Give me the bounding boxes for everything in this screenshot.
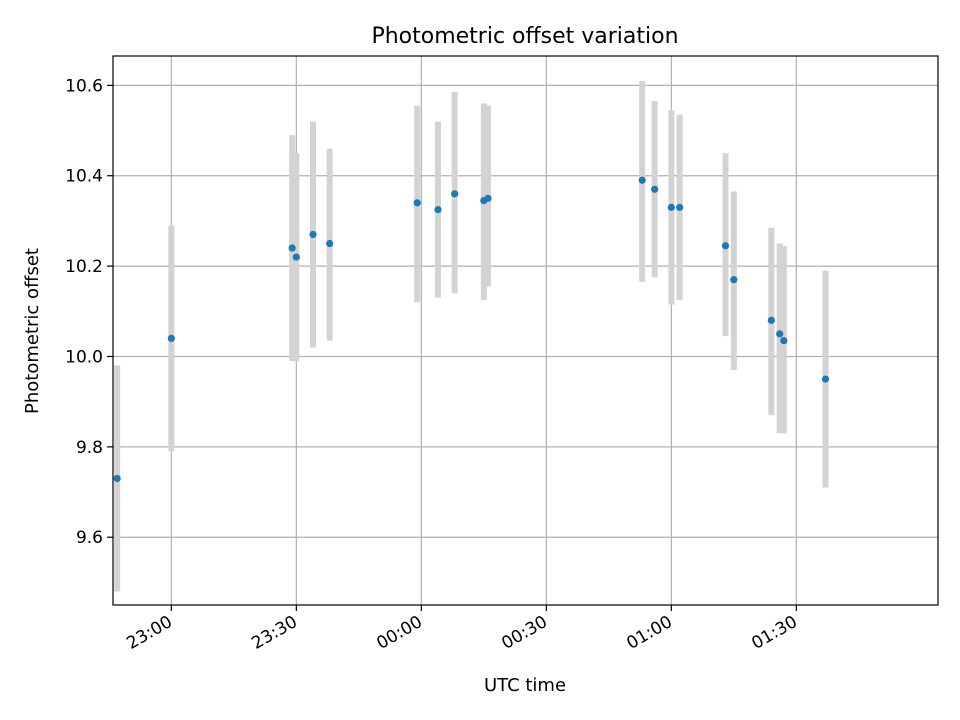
data-point [821, 375, 830, 383]
data-point [167, 334, 175, 343]
data-point [638, 176, 646, 184]
chart-title: Photometric offset variation [371, 24, 678, 49]
y-axis: 9.6 9.8 10.0 10.2 10.4 10.6 [65, 76, 113, 548]
y-tick-label: 10.6 [65, 76, 103, 96]
data-point [288, 244, 296, 252]
y-axis-label: Photometric offset [22, 248, 43, 414]
data-point [113, 474, 121, 483]
data-point [730, 276, 738, 284]
x-axis-label: UTC time [484, 675, 566, 696]
data-point [776, 330, 784, 338]
data-point [451, 190, 459, 198]
y-tick-label: 9.6 [76, 528, 103, 548]
data-point [676, 203, 684, 211]
data-point [721, 242, 730, 250]
y-tick-label: 10.0 [65, 347, 103, 367]
grid [113, 56, 938, 605]
y-tick-label: 9.8 [76, 438, 103, 458]
data-point [434, 206, 442, 214]
data-point [484, 194, 492, 202]
y-tick-label: 10.2 [65, 257, 103, 277]
data-points [113, 176, 830, 483]
data-point [309, 230, 317, 239]
data-point [780, 337, 788, 345]
data-point [292, 253, 300, 261]
y-tick-label: 10.4 [65, 167, 103, 187]
data-point [767, 316, 775, 324]
data-point [326, 239, 334, 248]
data-point [667, 203, 675, 211]
plot-frame [112, 55, 939, 606]
data-point [651, 185, 659, 193]
data-point [413, 199, 421, 207]
